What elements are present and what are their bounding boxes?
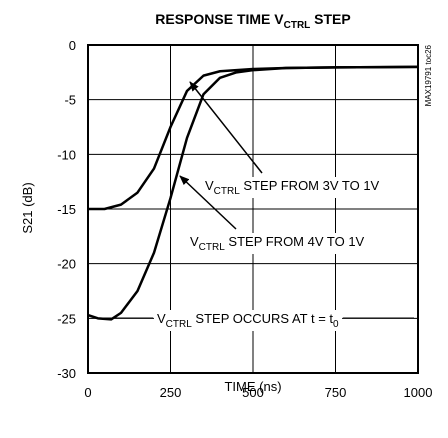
annotation-arrow	[189, 81, 263, 174]
text-part: CTRL	[214, 186, 241, 197]
x-tick-label: 250	[160, 385, 182, 400]
y-tick-label: -20	[57, 257, 76, 272]
text-part: RESPONSE TIME V	[155, 11, 284, 27]
y-tick-label: -25	[57, 311, 76, 326]
annotation-arrow	[179, 175, 237, 230]
text-part: CTRL	[199, 242, 226, 253]
x-tick-label: 0	[84, 385, 91, 400]
series-line	[87, 65, 419, 321]
text-part: STEP	[310, 11, 350, 27]
text-part: STEP FROM 3V TO 1V	[240, 178, 380, 193]
x-tick-label: 1000	[404, 385, 433, 400]
text-part: STEP OCCURS AT t = t	[192, 311, 334, 326]
side-note: MAX19791 toc26	[424, 44, 433, 106]
text-part: 0	[333, 319, 339, 330]
text-part: CTRL	[166, 319, 193, 330]
text-part: V	[205, 178, 214, 193]
annotation: VCTRL STEP FROM 4V TO 1V	[190, 234, 365, 253]
annotation: VCTRL STEP OCCURS AT t = t0	[157, 311, 339, 330]
y-tick-label: -15	[57, 202, 76, 217]
annotation-bg	[187, 233, 368, 254]
annotation-bg	[154, 310, 343, 331]
text-part: STEP FROM 4V TO 1V	[225, 234, 365, 249]
y-tick-label: -10	[57, 147, 76, 162]
chart-title: RESPONSE TIME VCTRL STEP	[155, 11, 351, 31]
annotation: VCTRL STEP FROM 3V TO 1V	[205, 178, 380, 197]
x-tick-label: 750	[325, 385, 347, 400]
text-part: CTRL	[284, 20, 311, 31]
x-axis-label: TIME (ns)	[224, 379, 281, 394]
annotation-bg	[202, 177, 383, 198]
y-tick-label: 0	[69, 38, 76, 53]
x-tick-label: 500	[242, 385, 264, 400]
y-tick-label: -5	[64, 93, 76, 108]
text-part: V	[190, 234, 199, 249]
y-tick-label: -30	[57, 366, 76, 381]
text-part: V	[157, 311, 166, 326]
y-axis-label: S21 (dB)	[20, 182, 35, 233]
